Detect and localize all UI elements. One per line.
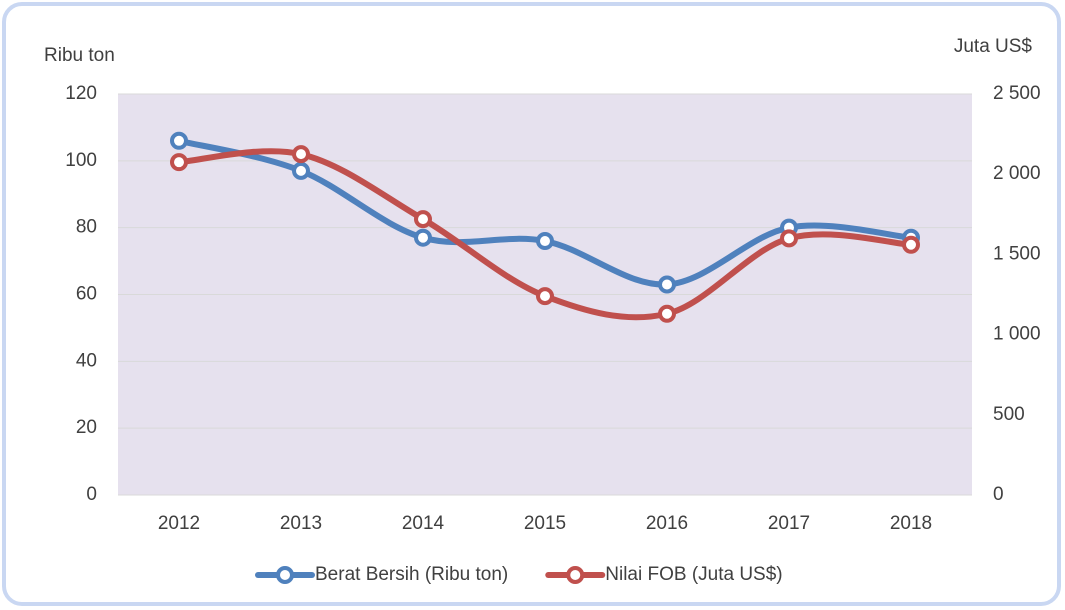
point-marker <box>658 275 676 294</box>
y2-tick-label: 0 <box>993 484 1004 505</box>
y2-tick-label: 500 <box>993 404 1025 425</box>
x-tick-label: 2018 <box>890 513 932 534</box>
point-marker <box>536 232 554 251</box>
point-marker <box>170 131 188 150</box>
point-marker <box>292 161 310 180</box>
point-marker <box>414 210 432 229</box>
x-tick-label: 2015 <box>524 513 566 534</box>
y-tick-label: 80 <box>76 217 97 238</box>
x-tick-label: 2014 <box>402 513 445 534</box>
y2-axis-label: Juta US$ <box>954 36 1033 57</box>
y-tick-label: 120 <box>65 83 97 104</box>
y-tick-label: 20 <box>76 417 97 438</box>
point-marker <box>780 229 798 248</box>
x-tick-label: 2017 <box>768 513 810 534</box>
legend-label: Berat Bersih (Ribu ton) <box>315 564 508 585</box>
point-marker <box>414 228 432 247</box>
y2-tick-label: 1 000 <box>993 324 1041 345</box>
y-axis-label: Ribu ton <box>44 45 115 66</box>
y-tick-label: 100 <box>65 150 97 171</box>
y2-tick-label: 2 500 <box>993 83 1041 104</box>
y-tick-label: 0 <box>86 484 97 505</box>
x-tick-label: 2016 <box>646 513 688 534</box>
point-marker <box>658 304 676 323</box>
y2-tick-label: 2 000 <box>993 163 1041 184</box>
point-marker <box>170 153 188 172</box>
legend-marker <box>566 566 585 584</box>
y-tick-label: 60 <box>76 284 97 305</box>
y2-tick-label: 1 500 <box>993 243 1041 264</box>
legend-marker <box>276 566 294 584</box>
legend-label: Nilai FOB (Juta US$) <box>605 564 782 585</box>
point-marker <box>292 145 310 164</box>
y-tick-label: 40 <box>76 350 97 371</box>
x-tick-label: 2013 <box>280 513 322 534</box>
point-marker <box>902 235 920 254</box>
point-marker <box>536 287 554 306</box>
x-tick-label: 2012 <box>158 513 200 534</box>
